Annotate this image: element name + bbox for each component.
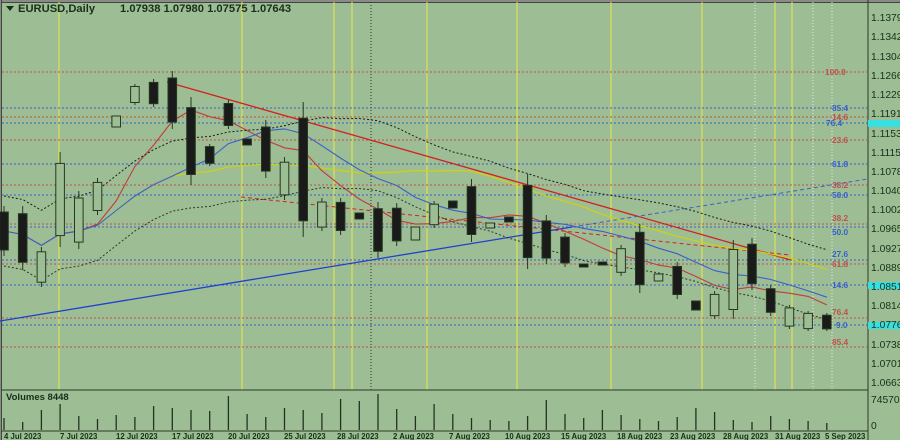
svg-text:10 Aug 2023: 10 Aug 2023 <box>505 432 551 440</box>
svg-text:1.12290: 1.12290 <box>871 90 900 101</box>
svg-text:0: 0 <box>871 421 877 432</box>
svg-text:27.6: 27.6 <box>832 249 849 259</box>
svg-text:18 Aug 2023: 18 Aug 2023 <box>617 432 663 440</box>
svg-text:1.08140: 1.08140 <box>871 301 900 312</box>
svg-text:1.09650: 1.09650 <box>871 224 900 235</box>
svg-text:23.6: 23.6 <box>832 135 849 145</box>
svg-text:14.6: 14.6 <box>832 280 849 290</box>
svg-text:17 Jul 2023: 17 Jul 2023 <box>172 432 214 440</box>
svg-text:61.8: 61.8 <box>832 159 849 169</box>
svg-text:15 Aug 2023: 15 Aug 2023 <box>561 432 607 440</box>
svg-text:23 Aug 2023: 23 Aug 2023 <box>670 432 716 440</box>
svg-text:1.11535: 1.11535 <box>871 129 900 140</box>
svg-text:20 Jul 2023: 20 Jul 2023 <box>228 432 270 440</box>
svg-text:1.10400: 1.10400 <box>871 186 900 197</box>
svg-text:EURUSD,Daily: EURUSD,Daily <box>18 3 96 15</box>
svg-text:50.0: 50.0 <box>832 227 849 237</box>
svg-text:1.07760: 1.07760 <box>871 320 900 331</box>
svg-text:85.4: 85.4 <box>832 337 849 347</box>
svg-text:1.13795: 1.13795 <box>871 13 900 24</box>
svg-text:1.07938 1.07980 1.07575 1.0764: 1.07938 1.07980 1.07575 1.07643 <box>120 3 291 15</box>
svg-text:4 Jul 2023: 4 Jul 2023 <box>4 432 42 440</box>
svg-text:1.11910: 1.11910 <box>871 109 900 120</box>
svg-text:38.2: 38.2 <box>832 180 849 190</box>
svg-text:1.11155: 1.11155 <box>871 148 900 159</box>
svg-text:9.0: 9.0 <box>836 320 848 330</box>
svg-text:1.06630: 1.06630 <box>871 378 900 389</box>
svg-text:5 Sep 2023: 5 Sep 2023 <box>825 432 866 440</box>
svg-text:1.08895: 1.08895 <box>871 263 900 274</box>
svg-text:1.10780: 1.10780 <box>871 167 900 178</box>
svg-text:1.13040: 1.13040 <box>871 52 900 63</box>
svg-text:1.09270: 1.09270 <box>871 244 900 255</box>
svg-text:7 Jul 2023: 7 Jul 2023 <box>60 432 98 440</box>
svg-text:28 Aug 2023: 28 Aug 2023 <box>723 432 769 440</box>
svg-text:50.0: 50.0 <box>832 190 849 200</box>
svg-text:1.13420: 1.13420 <box>871 32 900 43</box>
svg-text:74570: 74570 <box>871 395 900 406</box>
svg-text:76.4: 76.4 <box>826 118 843 128</box>
svg-text:12 Jul 2023: 12 Jul 2023 <box>116 432 158 440</box>
svg-text:Volumes 8448: Volumes 8448 <box>6 392 69 403</box>
svg-text:38.2: 38.2 <box>832 213 849 223</box>
svg-text:100.0: 100.0 <box>825 67 846 77</box>
svg-text:1.12665: 1.12665 <box>871 71 900 82</box>
svg-text:25 Jul 2023: 25 Jul 2023 <box>284 432 326 440</box>
svg-text:31 Aug 2023: 31 Aug 2023 <box>775 432 821 440</box>
svg-text:1.08515: 1.08515 <box>871 282 900 293</box>
svg-text:61.8: 61.8 <box>832 259 849 269</box>
svg-text:28 Jul 2023: 28 Jul 2023 <box>337 432 379 440</box>
svg-text:7 Aug 2023: 7 Aug 2023 <box>449 432 491 440</box>
svg-text:2 Aug 2023: 2 Aug 2023 <box>393 432 435 440</box>
svg-text:76.4: 76.4 <box>832 307 849 317</box>
svg-text:1.07010: 1.07010 <box>871 359 900 370</box>
svg-text:1.07385: 1.07385 <box>871 340 900 351</box>
svg-text:1.10025: 1.10025 <box>871 205 900 216</box>
